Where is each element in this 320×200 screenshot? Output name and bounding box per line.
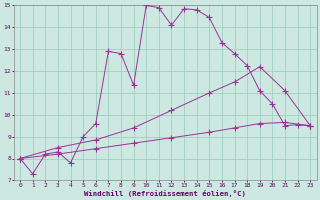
X-axis label: Windchill (Refroidissement éolien,°C): Windchill (Refroidissement éolien,°C) [84, 190, 246, 197]
